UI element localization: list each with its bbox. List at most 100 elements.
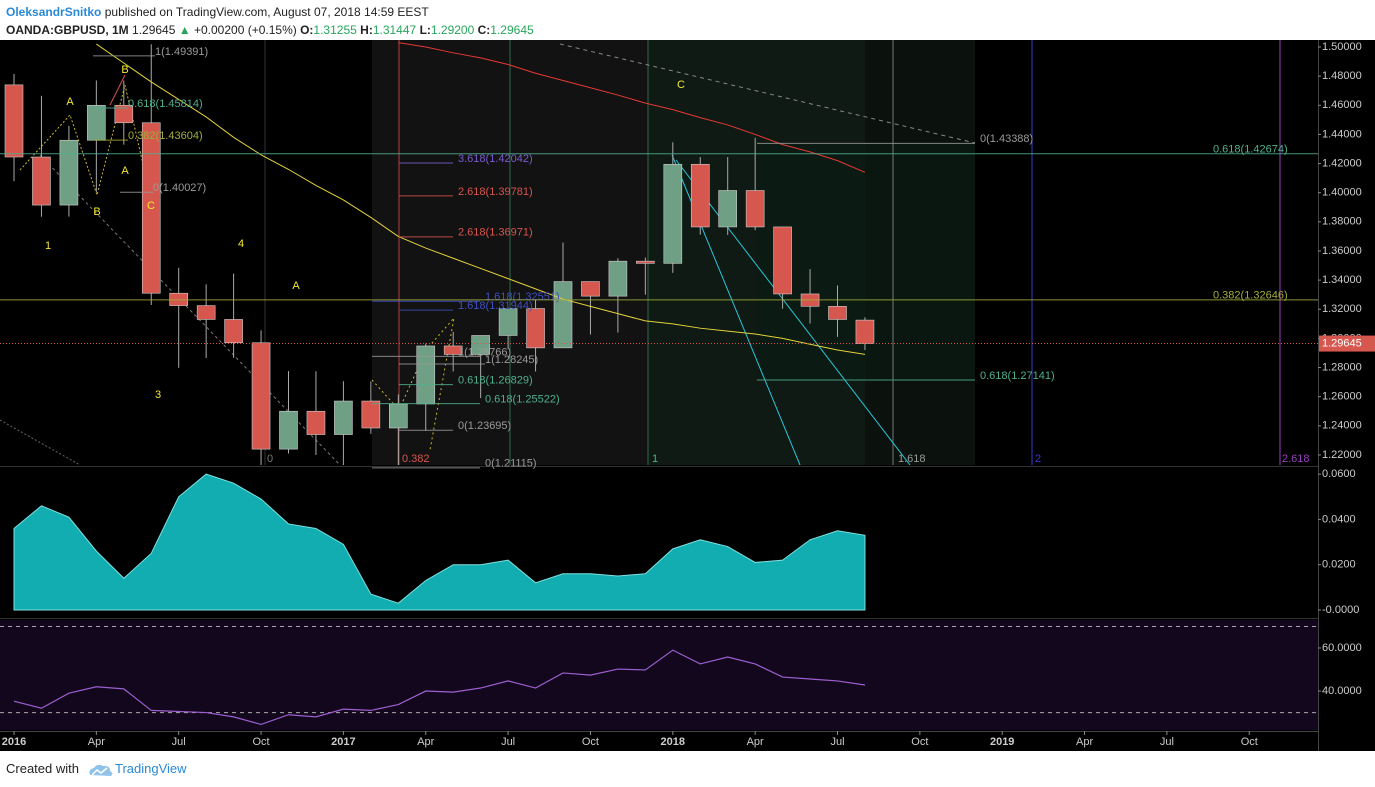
x-tick-label: 2018 bbox=[661, 736, 685, 748]
candle-body bbox=[663, 163, 683, 264]
y-tick-label: -0.0000 bbox=[1322, 604, 1359, 616]
y-tick-label: 1.24000 bbox=[1322, 420, 1362, 432]
time-zone-label: 2 bbox=[1035, 453, 1041, 465]
candle-body bbox=[636, 260, 655, 264]
fib-label: 3.618(1.42042) bbox=[458, 153, 533, 165]
candle-body bbox=[608, 260, 628, 297]
candle-body bbox=[498, 308, 518, 336]
fib-label: 0.618(1.27141) bbox=[980, 370, 1055, 382]
line bbox=[13, 649, 866, 726]
change: +0.00200 (+0.15%) bbox=[193, 23, 297, 37]
time-zone-label: 0.382 bbox=[402, 453, 430, 465]
candle-body bbox=[306, 410, 326, 435]
price-tag-label: 1.29645 bbox=[1322, 337, 1362, 349]
fib-label: 0.618(1.42674) bbox=[1213, 144, 1288, 156]
candle-body bbox=[443, 345, 463, 355]
y-tick-label: 1.50000 bbox=[1322, 41, 1362, 53]
x-tick-label: Oct bbox=[911, 736, 928, 748]
candle-body bbox=[141, 122, 161, 294]
l: 1.29200 bbox=[430, 23, 475, 37]
fib-label: 1(1.49391) bbox=[155, 46, 208, 58]
x-tick-label: Oct bbox=[252, 736, 269, 748]
candle-body bbox=[828, 306, 847, 320]
wave-label: A bbox=[121, 165, 129, 177]
header-line-2: OANDA:GBPUSD, 1M 1.29645 ▲ +0.00200 (+0.… bbox=[6, 21, 534, 39]
trend-line bbox=[0, 419, 81, 465]
x-tick-label: Jul bbox=[501, 736, 515, 748]
candle-body bbox=[690, 163, 710, 228]
candle-body bbox=[224, 319, 243, 344]
fib-label: 2.618(1.36971) bbox=[458, 227, 533, 239]
candle-body bbox=[4, 84, 24, 158]
candle-body bbox=[388, 403, 408, 429]
y-tick-label: 1.34000 bbox=[1322, 274, 1362, 286]
author[interactable]: OleksandrSnitko bbox=[6, 5, 102, 19]
y-tick-label: 1.26000 bbox=[1322, 391, 1362, 403]
price-tag bbox=[1319, 335, 1375, 352]
symbol: OANDA:GBPUSD, 1M bbox=[6, 23, 129, 37]
h-label: H: bbox=[360, 23, 373, 37]
wave-label: 3 bbox=[155, 389, 161, 401]
candle-body bbox=[581, 281, 600, 297]
main-pane bbox=[0, 40, 1281, 465]
wave-line bbox=[109, 74, 126, 106]
wave-label: B bbox=[121, 64, 128, 76]
candle-body bbox=[32, 156, 51, 206]
x-tick-label: Oct bbox=[1241, 736, 1258, 748]
candle-body bbox=[416, 345, 436, 405]
trend-line bbox=[675, 159, 911, 465]
c: 1.29645 bbox=[490, 23, 534, 37]
c-label: C: bbox=[477, 23, 491, 37]
x-tick-label: Apr bbox=[747, 736, 764, 748]
fib-label: 1(1.28766) bbox=[458, 346, 511, 358]
candle-body bbox=[855, 319, 875, 344]
brand[interactable]: TradingView bbox=[114, 761, 187, 776]
candle-body bbox=[718, 190, 738, 228]
candle-body bbox=[87, 104, 106, 141]
time-zone-label: 2.618 bbox=[1282, 453, 1310, 465]
created-with: Created with bbox=[6, 761, 79, 776]
candle-body bbox=[471, 335, 490, 355]
h: 1.31447 bbox=[372, 23, 417, 37]
x-tick-label: 2016 bbox=[2, 736, 26, 748]
wave-label: C bbox=[147, 200, 155, 212]
y-tick-label: 1.44000 bbox=[1322, 128, 1362, 140]
candle-body bbox=[59, 139, 79, 206]
moving-average bbox=[96, 43, 866, 355]
x-tick-label: 2017 bbox=[331, 736, 355, 748]
fib-label: 0(1.40027) bbox=[153, 182, 206, 194]
x-tick-label: Jul bbox=[830, 736, 844, 748]
y-tick-label: 1.38000 bbox=[1322, 216, 1362, 228]
fib-label: 0.618(1.25522) bbox=[485, 394, 560, 406]
time-zone-label: 0 bbox=[267, 453, 273, 465]
area bbox=[13, 473, 866, 611]
candle-body bbox=[334, 400, 353, 435]
wave-label: A bbox=[292, 280, 300, 292]
published: published on TradingView.com, August 07,… bbox=[104, 5, 429, 19]
wave-label: 4 bbox=[238, 238, 244, 250]
y-tick-label: 1.28000 bbox=[1322, 361, 1362, 373]
fib-label: 0(1.43388) bbox=[980, 133, 1033, 145]
time-zone-label: 1 bbox=[652, 453, 658, 465]
y-tick-label: 0.0200 bbox=[1322, 559, 1356, 571]
candle-body bbox=[361, 400, 381, 429]
fib-label: 2.618(1.39781) bbox=[458, 186, 533, 198]
x-tick-label: Apr bbox=[88, 736, 105, 748]
y-tick-label: 1.32000 bbox=[1322, 303, 1362, 315]
fib-label: 0.382(1.43604) bbox=[128, 130, 203, 142]
o-label: O: bbox=[300, 23, 314, 37]
header-line-1: OleksandrSnitko published on TradingView… bbox=[6, 3, 534, 21]
wave-label: C bbox=[677, 79, 685, 91]
candle-body bbox=[114, 104, 134, 124]
y-tick-label: 1.42000 bbox=[1322, 157, 1362, 169]
candle-body bbox=[526, 308, 545, 349]
l-label: L: bbox=[419, 23, 431, 37]
y-tick-label: 60.0000 bbox=[1322, 642, 1362, 654]
candle-body bbox=[196, 305, 216, 320]
candle-body bbox=[745, 190, 765, 228]
fib-label: 0.382(1.32646) bbox=[1213, 290, 1288, 302]
candle-body bbox=[251, 342, 271, 450]
y-tick-label: 0.0600 bbox=[1322, 468, 1356, 480]
